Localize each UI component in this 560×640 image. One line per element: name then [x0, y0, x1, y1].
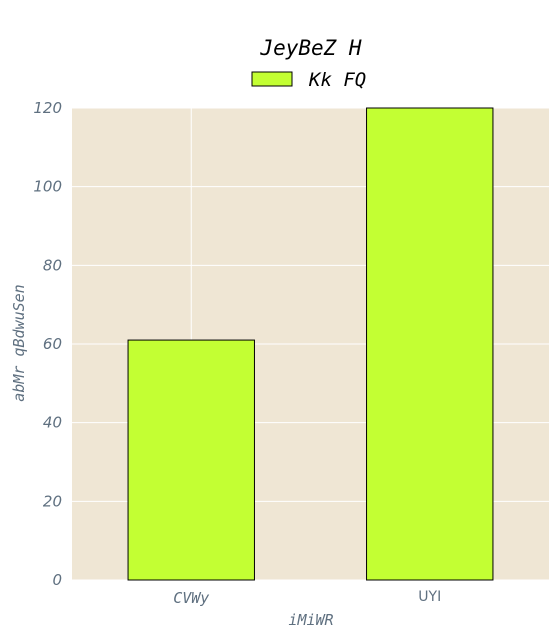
chart-title: JeyBeZ H [259, 36, 362, 60]
x-tick-label: CVWy [173, 589, 209, 607]
y-tick-label: 40 [43, 414, 62, 432]
x-tick-label: UYI [418, 589, 441, 605]
y-tick-label: 80 [43, 256, 62, 274]
x-axis-label: iMiWR [288, 611, 333, 629]
y-tick-label: 100 [33, 178, 62, 196]
y-axis-ticks: 0 20 40 60 80 100 120 [33, 99, 62, 589]
y-tick-label: 60 [43, 335, 62, 353]
x-axis-ticks: CVWy UYI [173, 589, 441, 607]
legend: Kk FQ [251, 69, 366, 91]
bar-cvwy [127, 339, 255, 581]
y-tick-label: 0 [52, 571, 62, 589]
legend-label: Kk FQ [308, 69, 366, 91]
bars [127, 107, 494, 581]
y-tick-label: 20 [43, 492, 62, 510]
bar-uyi [366, 107, 494, 581]
y-tick-label: 120 [33, 99, 62, 117]
y-axis-label: abMr qBdwuSen [10, 284, 28, 401]
legend-swatch [251, 71, 293, 87]
